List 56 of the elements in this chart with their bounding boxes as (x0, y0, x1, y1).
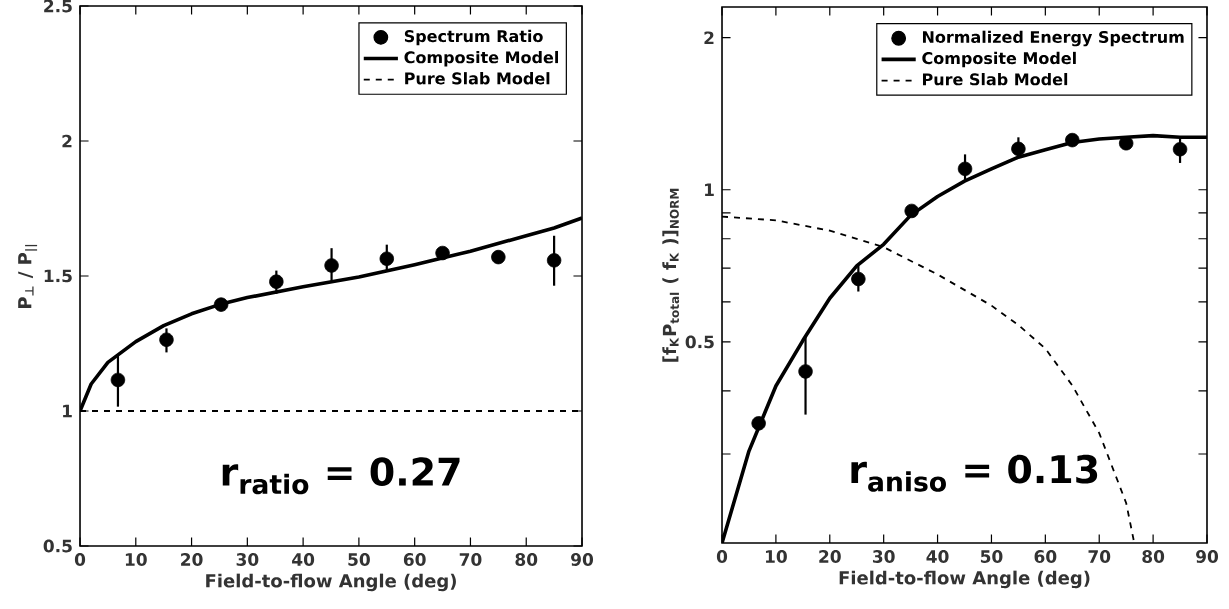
x-tick-label: 20 (181, 553, 203, 566)
x-tick-label: 10 (765, 550, 787, 563)
y-tick-label: 2.5 (44, 0, 72, 13)
x-tick-label: 30 (236, 553, 259, 566)
point (798, 364, 813, 379)
x-tick-label: 60 (1034, 550, 1057, 563)
point (110, 372, 126, 388)
legend-label: Composite Model (404, 50, 558, 67)
point (435, 245, 450, 261)
y-tick-label: 1 (63, 404, 72, 418)
point (213, 297, 229, 312)
y-axis-title: P$_{⊥}$ / P$_{||}$ (18, 244, 38, 308)
annotation: r$_{ratio}$ = 0.27 (222, 457, 460, 495)
x-tick-label: 60 (403, 553, 426, 566)
x-tick-label: 50 (348, 553, 370, 566)
point (159, 332, 174, 347)
x-tick-label: 80 (1142, 550, 1165, 563)
x-axis-title: Field-to-flow Angle (deg) (206, 573, 456, 592)
x-tick-label: 30 (872, 550, 895, 563)
point (851, 271, 866, 287)
y-tick-label: 1.5 (44, 269, 72, 283)
x-tick-label: 70 (459, 553, 482, 566)
x-tick-label: 0 (74, 553, 86, 566)
point (1118, 136, 1134, 151)
annotation: r$_{aniso}$ = 0.13 (851, 454, 1098, 492)
point (379, 251, 394, 266)
x-tick-label: 80 (515, 553, 538, 566)
legend-label: Pure Slab Model (405, 72, 550, 85)
point (957, 161, 973, 177)
y-tick-label: 1 (705, 183, 714, 196)
point (546, 253, 562, 268)
point (1065, 132, 1080, 148)
x-axis-title: Field-to-flow Angle (deg) (839, 570, 1090, 589)
y-tick-label: 0.5 (43, 539, 72, 553)
y-tick-label: 2 (704, 31, 714, 44)
x-tick-label: 90 (571, 553, 594, 566)
x-tick-label: 0 (716, 550, 728, 563)
x-tick-label: 90 (1196, 550, 1219, 563)
point (1172, 142, 1188, 157)
x-tick-label: 40 (292, 553, 315, 566)
legend-label: Spectrum Ratio (404, 29, 543, 46)
y-tick-label: 0.5 (685, 335, 714, 349)
x-tick-label: 70 (1088, 550, 1111, 563)
legend-label: Normalized Energy Spectrum (923, 30, 1184, 47)
y-tick-label: 2 (62, 134, 72, 148)
legend-label: Composite Model (922, 51, 1076, 68)
point (751, 416, 766, 431)
point (491, 249, 506, 265)
x-tick-label: 40 (926, 550, 949, 563)
x-tick-label: 10 (125, 553, 147, 566)
x-tick-label: 20 (819, 550, 841, 563)
point (324, 258, 339, 273)
y-axis-title: [f$_{K}$P$_{total}$ ( f$_{K}$ )]$_{NORM}$ (662, 188, 680, 362)
x-tick-label: 50 (980, 550, 1003, 563)
legend-label: Pure Slab Model (923, 73, 1068, 86)
point (904, 203, 919, 219)
